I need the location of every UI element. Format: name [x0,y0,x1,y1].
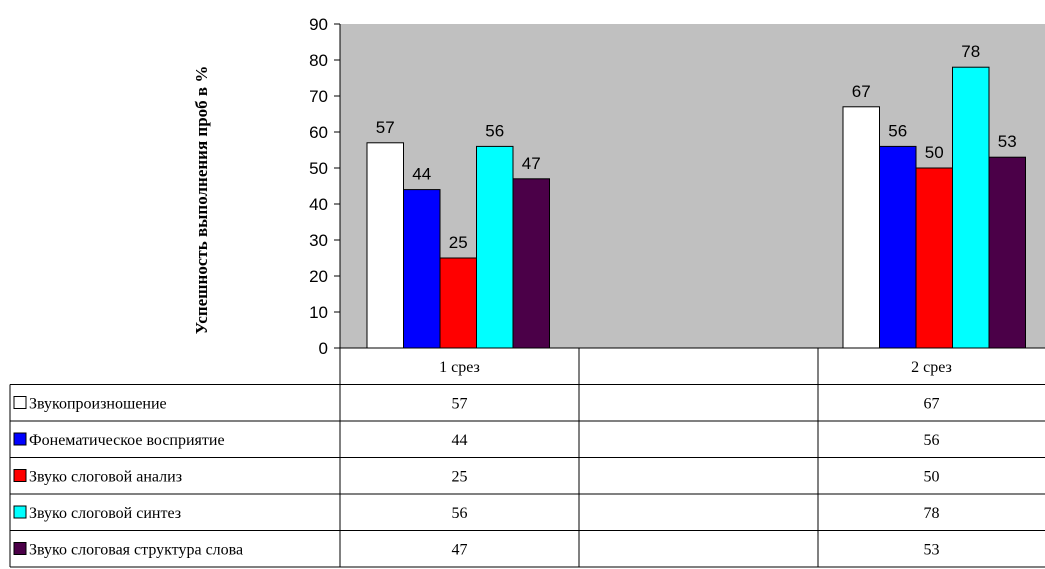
y-tick-label: 70 [309,87,328,106]
table-cell-value: 53 [924,542,940,559]
legend-swatch [13,469,27,482]
legend-swatch [13,396,27,409]
bar [476,145,514,349]
table-cell-value: 57 [452,396,468,413]
y-tick-label: 10 [309,303,328,322]
bar [366,142,404,349]
x-category-label: 1 срез [439,359,480,376]
bar [988,156,1026,349]
bar [403,189,441,349]
data-label: 25 [449,233,468,252]
data-label: 57 [376,118,395,137]
y-tick-label: 30 [309,231,328,250]
bar [842,106,880,349]
legend-swatch [13,432,27,446]
y-tick-label: 50 [309,159,328,178]
data-label: 44 [412,165,431,184]
table-cell-value: 25 [452,469,468,486]
legend-entry: Звукопроизношение [29,396,167,413]
table-cell-value: 56 [452,505,468,522]
data-labels: 57 44 25 56 47 67 56 50 78 53 [376,42,1017,252]
bar [879,145,917,349]
y-tick-label: 0 [319,339,328,358]
y-tick-label: 60 [309,123,328,142]
data-label: 56 [485,121,504,140]
y-axis-label: Успешность выполнения проб в % [192,66,211,335]
bar [439,257,477,349]
bar [915,167,953,349]
legend-entry: Звуко слоговой анализ [29,469,182,486]
legend-entry: Звуко слоговой синтез [29,505,181,522]
table-cell-value: 47 [452,542,468,559]
data-label: 53 [998,132,1017,151]
table-cell-value: 78 [924,505,940,522]
table-cell-value: 50 [924,469,940,486]
data-label: 67 [852,82,871,101]
data-table: 1 срез 2 срез Звукопроизношение 57 67 Фонемат… [9,347,1045,568]
y-tick-label: 20 [309,267,328,286]
legend-entry: Фонематическое восприятие [29,432,225,449]
bars [366,66,1026,349]
table-cell-value: 56 [924,432,940,449]
legend-entry: Звуко слоговая структура слова [29,542,243,559]
data-label: 47 [522,154,541,173]
y-axis: 0 10 20 30 40 50 60 70 80 90 [309,15,341,358]
table-cell-value: 67 [924,396,940,413]
legend-swatch [13,505,27,519]
bar [952,66,990,349]
x-category-label: 2 срез [911,359,952,376]
y-tick-label: 40 [309,195,328,214]
y-tick-label: 90 [309,15,328,34]
table-cell-value: 44 [452,432,468,449]
bar [512,178,550,349]
data-label: 56 [888,121,907,140]
legend-swatch [13,542,27,555]
data-label: 78 [961,42,980,61]
y-tick-label: 80 [309,51,328,70]
data-label: 50 [925,143,944,162]
